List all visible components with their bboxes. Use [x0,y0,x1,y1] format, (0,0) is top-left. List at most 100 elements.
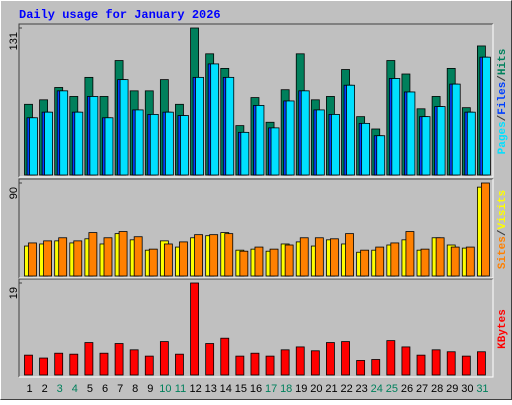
bar [376,135,386,176]
x-tick-label: 12 [189,383,201,395]
bar [205,343,215,376]
x-tick-label: 1 [26,383,32,395]
bar [29,117,38,176]
bar [104,117,114,176]
bar [285,100,295,176]
x-tick-label: 29 [446,383,458,395]
bar [299,237,309,277]
bar [224,233,234,277]
bar [239,250,249,277]
bar [84,342,94,376]
x-tick-label: 8 [132,383,138,395]
bar [39,357,48,376]
plot-bevel-dark [18,23,493,177]
x-tick-label: 19 [295,383,307,395]
plot-bevel-light [19,179,494,279]
bar [477,351,486,376]
bar [401,346,411,376]
bar [446,351,456,376]
bar [103,237,113,277]
x-tick-label: 2 [42,383,48,395]
y-tick-label: 19 [8,287,20,299]
bar [435,237,445,277]
bar [406,91,416,176]
bar [194,234,203,277]
bar [164,111,174,176]
bar [295,346,305,376]
bar [163,243,173,277]
bar [220,337,230,376]
bar [436,106,446,176]
x-tick-label: 4 [72,383,78,395]
bar [461,355,471,376]
bar [175,353,184,376]
bar [481,182,490,277]
bar [269,248,279,277]
bar [284,244,294,277]
x-tick-label: 14 [220,383,232,395]
bar [209,234,219,277]
x-tick-label: 10 [159,383,171,395]
x-tick-label: 18 [280,383,292,395]
bar [391,78,401,176]
bar [421,116,431,176]
legend-entry: Pages [497,121,509,154]
bar [265,355,275,376]
x-tick-label: 21 [325,383,337,395]
bar [118,231,128,277]
bar [74,111,84,176]
x-tick-label: 15 [235,383,247,395]
x-tick-label: 27 [416,383,428,395]
x-tick-label: 26 [401,383,413,395]
bar [315,109,325,176]
x-tick-label: 28 [431,383,443,395]
x-tick-label: 6 [102,383,108,395]
x-tick-label: 20 [310,383,322,395]
bar [375,246,385,277]
bar [190,282,199,376]
bar [73,240,83,277]
x-tick-label: 13 [205,383,217,395]
bar [255,105,265,176]
bar [240,131,250,176]
bar [43,240,52,277]
bar [195,76,204,176]
bar [225,76,235,176]
bar [280,349,290,376]
bar [346,84,355,176]
bar [465,246,475,277]
bar [250,352,260,376]
bar [300,90,310,176]
bar [180,115,189,176]
bar [360,249,370,277]
bar [58,237,68,277]
bar [159,341,169,376]
bar [114,343,124,376]
legend-entry: Files [497,82,509,115]
bar [148,248,158,277]
bar [59,90,69,176]
bar [129,349,139,376]
chart-title: Daily usage for January 2026 [19,8,221,22]
bar [420,248,430,277]
legend-separator: / [497,114,509,121]
y-tick-label: 90 [8,187,20,199]
x-tick-label: 7 [117,383,123,395]
x-tick-label: 24 [371,383,383,395]
bar [134,109,144,176]
legend: KBytes [497,309,509,349]
bar [482,56,491,176]
bar [149,114,159,176]
bar [28,242,37,277]
bar [24,354,33,376]
bar [450,246,460,277]
bar [210,63,220,176]
bar [356,360,366,376]
bar [451,83,461,176]
bar [88,232,98,277]
bar [235,355,245,376]
x-tick-label: 3 [57,383,63,395]
legend-separator: / [497,75,509,82]
bar [390,242,400,277]
bar [416,354,426,376]
